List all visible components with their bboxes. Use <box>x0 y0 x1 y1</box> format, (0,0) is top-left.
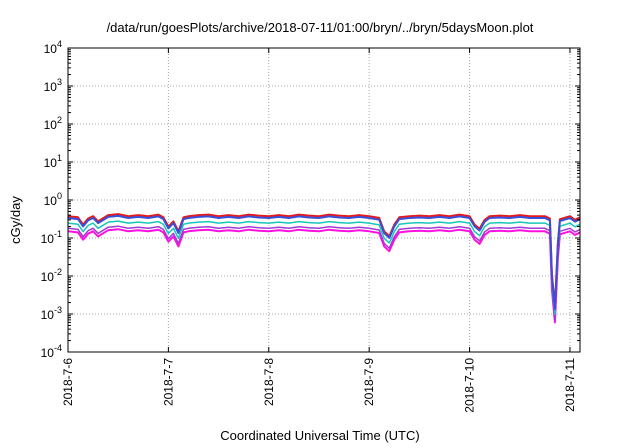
series-layer <box>67 213 581 324</box>
x-tick-label: 2018-7-9 <box>362 358 376 406</box>
y-tick-label: 10-4 <box>41 343 62 360</box>
x-axis-label: Coordinated Universal Time (UTC) <box>220 428 420 443</box>
y-tick-label: 104 <box>44 39 62 56</box>
x-tick-label: 2018-7-8 <box>262 358 276 406</box>
y-tick-label: 100 <box>44 191 62 208</box>
chart-title: /data/run/goesPlots/archive/2018-07-11/0… <box>106 20 534 35</box>
y-axis-label: cGy/day <box>8 196 23 244</box>
y-tick-label: 103 <box>44 77 62 94</box>
y-tick-label: 10-2 <box>41 267 62 284</box>
series-line <box>67 220 581 316</box>
y-tick-label: 10-3 <box>41 305 62 322</box>
series-line <box>67 228 581 324</box>
series-line <box>67 225 581 321</box>
x-tick-label: 2018-7-10 <box>463 358 477 413</box>
grid-layer <box>68 48 580 352</box>
y-tick-label: 102 <box>44 115 62 132</box>
x-tick-label: 2018-7-7 <box>161 358 175 406</box>
tick-layer: 10-4 10-3 10-2 10-1 100 101 102 103 104 2018-7-6 2… <box>41 39 580 413</box>
x-tick-label: 2018-7-6 <box>61 358 75 406</box>
series-line <box>67 213 581 309</box>
x-tick-label: 2018-7-11 <box>563 358 577 412</box>
series-line <box>67 214 581 311</box>
y-tick-label: 101 <box>44 153 62 170</box>
y-tick-label: 10-1 <box>41 229 62 246</box>
